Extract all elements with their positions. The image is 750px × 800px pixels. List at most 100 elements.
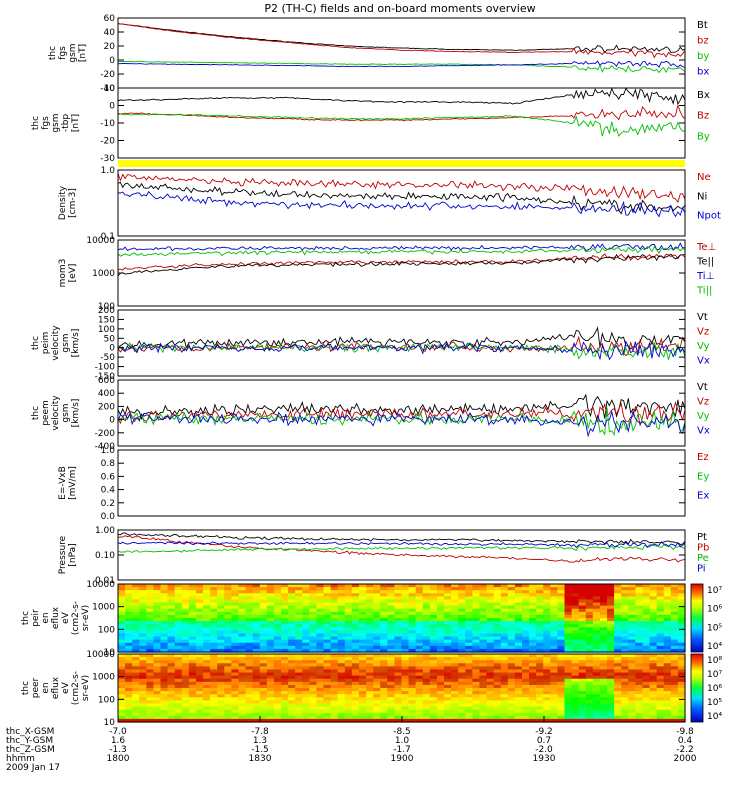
spectrogram-cell — [472, 718, 481, 723]
spectrogram-cell — [550, 678, 559, 683]
spectrogram-cell — [302, 678, 310, 683]
spectrogram-cell — [288, 642, 296, 647]
spectrogram-cell — [465, 587, 473, 591]
spectrogram-cell — [231, 624, 240, 628]
spectrogram-cell — [500, 587, 509, 591]
spectrogram-cell — [614, 709, 622, 714]
spectrogram-cell — [281, 681, 289, 686]
spectrogram-cell — [465, 703, 473, 708]
spectrogram-cell — [642, 663, 651, 667]
spectrogram-cell — [514, 681, 523, 686]
legend-entry: by — [697, 51, 709, 62]
spectrogram-cell — [174, 666, 183, 671]
spectrogram-cell — [649, 611, 658, 616]
spectrogram-cell — [670, 675, 679, 680]
spectrogram-cell — [607, 666, 615, 671]
spectrogram-cell — [493, 675, 502, 680]
spectrogram-cell — [188, 596, 197, 601]
spectrogram-cell — [642, 611, 651, 616]
y-axis-label: (cm2-s- — [71, 601, 81, 635]
spectrogram-cell — [295, 605, 303, 610]
spectrogram-cell — [380, 584, 388, 588]
spectrogram-cell — [302, 602, 310, 607]
spectrogram-cell — [217, 697, 225, 701]
spectrogram-cell — [458, 712, 466, 717]
spectrogram-cell — [302, 593, 310, 597]
spectrogram-cell — [288, 688, 296, 692]
spectrogram-cell — [273, 684, 282, 689]
spectrogram-cell — [266, 596, 275, 601]
spectrogram-cell — [614, 630, 622, 635]
spectrogram-cell — [429, 709, 438, 714]
spectrogram-cell — [351, 660, 360, 664]
spectrogram-cell — [132, 608, 140, 613]
spectrogram-cell — [245, 694, 254, 698]
spectrogram-cell — [429, 691, 438, 695]
spectrogram-cell — [153, 627, 162, 631]
spectrogram-cell — [181, 599, 190, 604]
spectrogram-cell — [677, 703, 686, 708]
spectrogram-cell — [642, 657, 651, 661]
spectrogram-cell — [266, 624, 275, 628]
legend-entry: Vx — [697, 356, 710, 367]
spectrogram-cell — [146, 700, 155, 705]
spectrogram-cell — [599, 718, 608, 723]
series-line-Ne — [117, 173, 686, 204]
spectrogram-cell — [302, 718, 310, 723]
spectrogram-cell — [351, 654, 360, 658]
spectrogram-cell — [231, 633, 240, 638]
spectrogram-cell — [628, 691, 636, 695]
spectrogram-cell — [153, 694, 162, 698]
spectrogram-cell — [281, 624, 289, 628]
spectrogram-cell — [217, 709, 225, 714]
spectrogram-cell — [635, 648, 644, 653]
spectrogram-cell — [309, 636, 318, 641]
spectrogram-cell — [451, 669, 459, 674]
y-tick-label: 100 — [98, 695, 115, 705]
spectrogram-cell — [316, 660, 325, 664]
spectrogram-cell — [635, 642, 644, 647]
spectrogram-cell — [302, 642, 310, 647]
spectrogram-cell — [387, 715, 396, 720]
y-axis-label: [cm-3] — [68, 188, 78, 218]
spectrogram-cell — [436, 639, 445, 644]
spectrogram-cell — [557, 648, 566, 653]
spectrogram-cell — [224, 611, 232, 616]
spectrogram-cell — [486, 654, 495, 658]
y-tick-label: 0 — [109, 416, 115, 426]
spectrogram-cell — [366, 608, 374, 613]
spectrogram-cell — [330, 642, 339, 647]
series-line-By — [117, 113, 686, 137]
spectrogram-cell — [677, 694, 686, 698]
spectrogram-cell — [139, 718, 147, 723]
spectrogram-cell — [401, 709, 410, 714]
spectrogram-cell — [564, 660, 573, 664]
spectrogram-cell — [486, 684, 495, 689]
spectrogram-cell — [656, 624, 665, 628]
spectrogram-cell — [415, 675, 424, 680]
spectrogram-cell — [500, 596, 509, 601]
spectrogram-cell — [670, 681, 679, 686]
spectrogram-cell — [607, 691, 615, 695]
spectrogram-cell — [472, 618, 481, 622]
spectrogram-cell — [465, 678, 473, 683]
spectrogram-cell — [394, 688, 403, 692]
spectrogram-cell — [387, 608, 396, 613]
spectrogram-cell — [642, 648, 651, 653]
spectrogram-cell — [181, 706, 190, 711]
spectrogram-cell — [415, 624, 424, 628]
spectrogram-cell — [125, 660, 133, 664]
spectrogram-cell — [295, 624, 303, 628]
spectrogram-cell — [146, 642, 155, 647]
spectrogram-cell — [160, 694, 169, 698]
spectrogram-cell — [252, 621, 261, 625]
spectrogram-cell — [146, 654, 155, 658]
spectrogram-cell — [245, 648, 254, 653]
spectrogram-cell — [451, 654, 459, 658]
y-tick-label: 50 — [104, 334, 116, 344]
x-tick-label: -2.2 — [676, 745, 694, 755]
spectrogram-cell — [316, 639, 325, 644]
spectrogram-cell — [351, 684, 360, 689]
spectrogram-cell — [266, 706, 275, 711]
